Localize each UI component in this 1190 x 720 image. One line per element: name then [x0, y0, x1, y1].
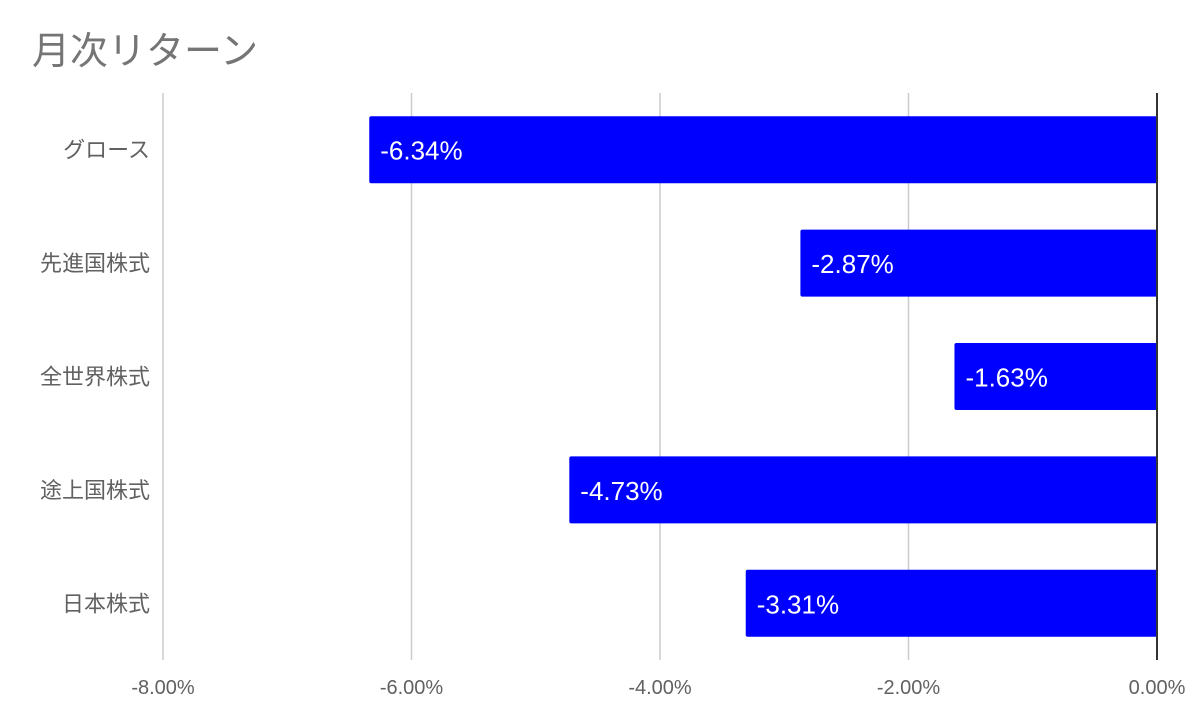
chart-title: 月次リターン [32, 29, 259, 73]
data-label: -1.63% [965, 363, 1047, 393]
x-tick-label: 0.00% [1129, 677, 1186, 699]
category-label: 日本株式 [62, 592, 150, 617]
labels: -8.00% -6.00% -4.00% -2.00% 0.00% グロース -6.34% 先… [40, 136, 1186, 699]
data-label: -2.87% [811, 249, 893, 279]
data-label: -4.73% [580, 476, 662, 506]
data-label: -3.31% [757, 589, 839, 619]
gridlines [162, 93, 910, 660]
data-label: -6.34% [380, 136, 462, 166]
bar [800, 229, 1157, 297]
bar [745, 569, 1157, 637]
category-label: グロース [63, 139, 150, 164]
x-tick-label: -8.00% [131, 677, 195, 699]
bar [954, 343, 1157, 410]
bar [369, 116, 1157, 184]
category-label: 途上国株式 [40, 479, 150, 504]
bars [369, 116, 1157, 637]
category-label: 全世界株式 [40, 366, 150, 391]
x-tick-label: -6.00% [380, 677, 444, 699]
category-label: 先進国株式 [40, 252, 150, 277]
x-tick-label: -4.00% [628, 677, 692, 699]
x-tick-label: -2.00% [877, 677, 941, 699]
bar [569, 456, 1157, 524]
